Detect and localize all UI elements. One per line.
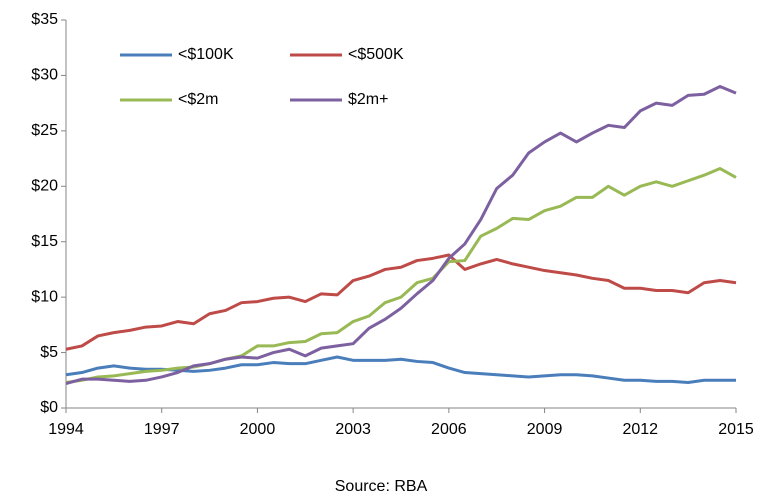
x-tick-label: 2009 xyxy=(527,421,563,438)
x-tick-label: 1994 xyxy=(48,421,84,438)
x-tick-label: 2003 xyxy=(335,421,371,438)
x-tick-label: 2012 xyxy=(622,421,658,438)
y-tick-label: $10 xyxy=(31,288,58,305)
x-tick-label: 2006 xyxy=(431,421,467,438)
y-tick-label: $35 xyxy=(31,11,58,28)
series-line xyxy=(65,355,736,384)
x-tick-label: 2000 xyxy=(240,421,276,438)
series-line xyxy=(65,85,737,386)
legend-label: <$100K xyxy=(178,46,234,63)
y-tick-label: $25 xyxy=(31,122,58,139)
x-tick-label: 1997 xyxy=(144,421,180,438)
y-tick-label: $20 xyxy=(31,178,58,195)
y-tick-label: $30 xyxy=(31,67,58,84)
legend-label: <$2m xyxy=(178,91,218,108)
source-note: Source: RBA xyxy=(335,478,428,495)
legend-label: $2m+ xyxy=(348,91,388,108)
legend-label: <$500K xyxy=(348,46,404,63)
y-tick-label: $5 xyxy=(40,344,58,361)
x-tick-label: 2015 xyxy=(718,421,754,438)
y-tick-label: $15 xyxy=(31,233,58,250)
series-line xyxy=(65,253,737,351)
series-line xyxy=(65,167,737,384)
y-tick-label: $0 xyxy=(40,399,58,416)
